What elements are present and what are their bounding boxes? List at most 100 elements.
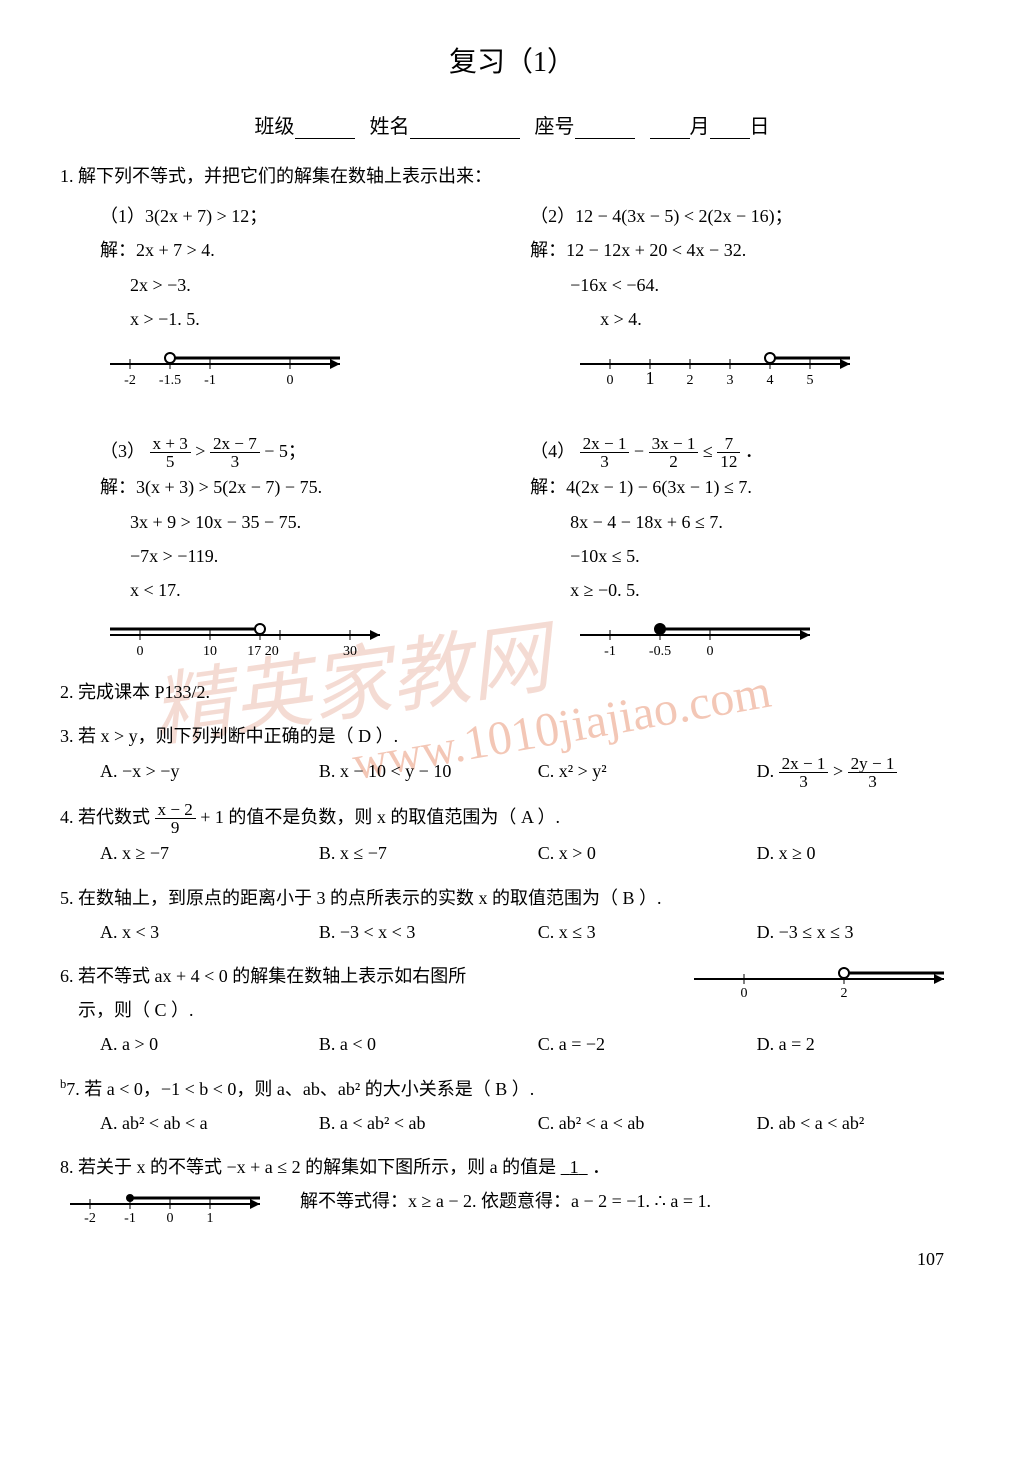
q5-choice-a: A. x < 3: [100, 915, 307, 949]
q1p1-s3: x > −1. 5.: [60, 302, 494, 336]
q5-stem-post: ）.: [639, 888, 662, 908]
svg-text:2: 2: [841, 986, 848, 1001]
q4-choice-d: D. x ≥ 0: [757, 836, 964, 870]
q1-part3: （3） x + 35 > 2x − 73 − 5； 解：3(x + 3) > 5…: [60, 434, 494, 665]
question-5: 5. 在数轴上，到原点的距离小于 3 的点所表示的实数 x 的取值范围为（ B …: [60, 881, 964, 949]
question-6: 6. 若不等式 ax + 4 < 0 的解集在数轴上表示如右图所 示，则（ C …: [60, 959, 964, 1062]
day-label: 日: [750, 116, 770, 138]
q8-numberline: -2 -1 0 1: [60, 1184, 280, 1240]
q3-choice-a: A. −x > −y: [100, 754, 307, 790]
q7-answer: B: [495, 1079, 507, 1099]
q1p3-s1: 解：3(x + 3) > 5(2x − 7) − 75.: [60, 470, 494, 504]
q6-stem2-post: ）.: [171, 1000, 194, 1020]
q6-numberline: 0 2: [684, 959, 964, 1027]
q7-choice-b: B. a < ab² < ab: [319, 1106, 526, 1140]
class-label: 班级: [255, 116, 295, 138]
q7-stem-pre: 7. 若 a < 0，−1 < b < 0，则 a、ab、ab² 的大小关系是（: [66, 1079, 490, 1099]
f: 9: [155, 819, 196, 836]
q6-answer: C: [155, 1000, 167, 1020]
q1p3-numberline: 0 10 17 20 30: [100, 615, 494, 665]
name-blank: [410, 114, 520, 139]
f: 3: [779, 773, 829, 790]
tail: − 5；: [264, 441, 306, 461]
q7-choice-d: D. ab < a < ab²: [757, 1106, 964, 1140]
q4-choice-b: B. x ≤ −7: [319, 836, 526, 870]
q1p4-s3: −10x ≤ 5.: [530, 539, 964, 573]
header-fields: 班级 姓名 座号 月日: [60, 110, 964, 139]
question-7: b7. 若 a < 0，−1 < b < 0，则 a、ab、ab² 的大小关系是…: [60, 1072, 964, 1140]
q3-choice-b: B. x − 10 < y − 10: [319, 754, 526, 790]
q1-part2: （2）12 − 4(3x − 5) < 2(2x − 16)； 解：12 − 1…: [530, 199, 964, 394]
f: 3x − 1: [649, 435, 699, 453]
q4-choice-a: A. x ≥ −7: [100, 836, 307, 870]
q1p3-s3: −7x > −119.: [60, 539, 494, 573]
dot: ．: [745, 441, 763, 461]
class-blank: [295, 114, 355, 139]
q4-stem-pre: 4. 若代数式: [60, 807, 155, 827]
gt: >: [195, 441, 205, 461]
svg-text:3: 3: [727, 373, 734, 388]
svg-text:1: 1: [207, 1211, 214, 1226]
page-title: 复习（1）: [60, 40, 964, 80]
q1p1-s1: 解：2x + 7 > 4.: [60, 233, 494, 267]
q8-stem-pre: 8. 若关于 x 的不等式 −x + a ≤ 2 的解集如下图所示，则 a 的值…: [60, 1157, 556, 1177]
month-blank: [650, 114, 690, 139]
q3-choice-c: C. x² > y²: [538, 754, 745, 790]
page-number: 107: [917, 1249, 944, 1270]
f: 2: [649, 453, 699, 470]
q1p2-s3: x > 4.: [530, 302, 964, 336]
f: 2x − 1: [779, 755, 829, 773]
question-4: 4. 若代数式 x − 29 + 1 的值不是负数，则 x 的取值范围为（ A …: [60, 800, 964, 871]
q1p4-s2: 8x − 4 − 18x + 6 ≤ 7.: [530, 505, 964, 539]
q5-choice-c: C. x ≤ 3: [538, 915, 745, 949]
le: ≤: [703, 441, 713, 461]
svg-text:5: 5: [807, 373, 814, 388]
q1p1-numberline: -2 -1.5 -1 0: [100, 344, 494, 394]
gt: >: [833, 761, 843, 781]
q1p3-s2: 3x + 9 > 10x − 35 − 75.: [60, 505, 494, 539]
q1p4-s4: x ≥ −0. 5.: [530, 573, 964, 607]
question-3: 3. 若 x > y，则下列判断中正确的是（ D ）. A. −x > −y B…: [60, 719, 964, 790]
q1p3-s4: x < 17.: [60, 573, 494, 607]
q1-stem: 1. 解下列不等式，并把它们的解集在数轴上表示出来：: [60, 159, 964, 193]
q5-choice-d: D. −3 ≤ x ≤ 3: [757, 915, 964, 949]
q5-answer: B: [623, 888, 635, 908]
q3-answer: D: [358, 726, 371, 746]
q1p2-prob: （2）12 − 4(3x − 5) < 2(2x − 16)；: [530, 199, 964, 233]
q4-stem-mid: + 1 的值不是负数，则 x 的取值范围为（: [200, 807, 516, 827]
f: 5: [150, 453, 191, 470]
q1p1-prob: （1）3(2x + 7) > 12；: [60, 199, 494, 233]
question-1: 1. 解下列不等式，并把它们的解集在数轴上表示出来： （1）3(2x + 7) …: [60, 159, 964, 665]
q8-stem-post: ．: [592, 1157, 610, 1177]
q8-explanation: 解不等式得：x ≥ a − 2. 依题意得：a − 2 = −1. ∴ a = …: [280, 1184, 964, 1240]
f: 3: [580, 453, 630, 470]
svg-text:0: 0: [707, 644, 714, 659]
svg-text:-2: -2: [84, 1211, 96, 1226]
name-label: 姓名: [370, 116, 410, 138]
q1-part4: （4） 2x − 13 − 3x − 12 ≤ 712 ． 解：4(2x − 1…: [530, 434, 964, 665]
seat-label: 座号: [535, 116, 575, 138]
q6-choice-c: C. a = −2: [538, 1027, 745, 1061]
question-2: 2. 完成课本 P133/2.: [60, 675, 964, 709]
q6-choice-a: A. a > 0: [100, 1027, 307, 1061]
q6-choice-b: B. a < 0: [319, 1027, 526, 1061]
svg-text:4: 4: [767, 373, 774, 388]
q3-stem-pre: 3. 若 x > y，则下列判断中正确的是（: [60, 726, 354, 746]
m: −: [634, 441, 644, 461]
q1-part1: （1）3(2x + 7) > 12； 解：2x + 7 > 4. 2x > −3…: [60, 199, 494, 394]
svg-text:30: 30: [343, 644, 357, 659]
q6-stem2-pre: 示，则（: [78, 1000, 150, 1020]
q1p4-prob: （4） 2x − 13 − 3x − 12 ≤ 712 ．: [530, 434, 964, 470]
q7-choice-c: C. ab² < a < ab: [538, 1106, 745, 1140]
q3-stem-post: ）.: [376, 726, 399, 746]
day-blank: [710, 114, 750, 139]
svg-text:17 20: 17 20: [247, 644, 279, 659]
f: 7: [717, 435, 740, 453]
f: 2x − 1: [580, 435, 630, 453]
pre: （4）: [530, 441, 575, 461]
q4-stem-post: ）.: [537, 807, 560, 827]
f: 2x − 7: [210, 435, 260, 453]
f: 3: [848, 773, 898, 790]
q5-choice-b: B. −3 < x < 3: [319, 915, 526, 949]
question-8: 8. 若关于 x 的不等式 −x + a ≤ 2 的解集如下图所示，则 a 的值…: [60, 1150, 964, 1240]
